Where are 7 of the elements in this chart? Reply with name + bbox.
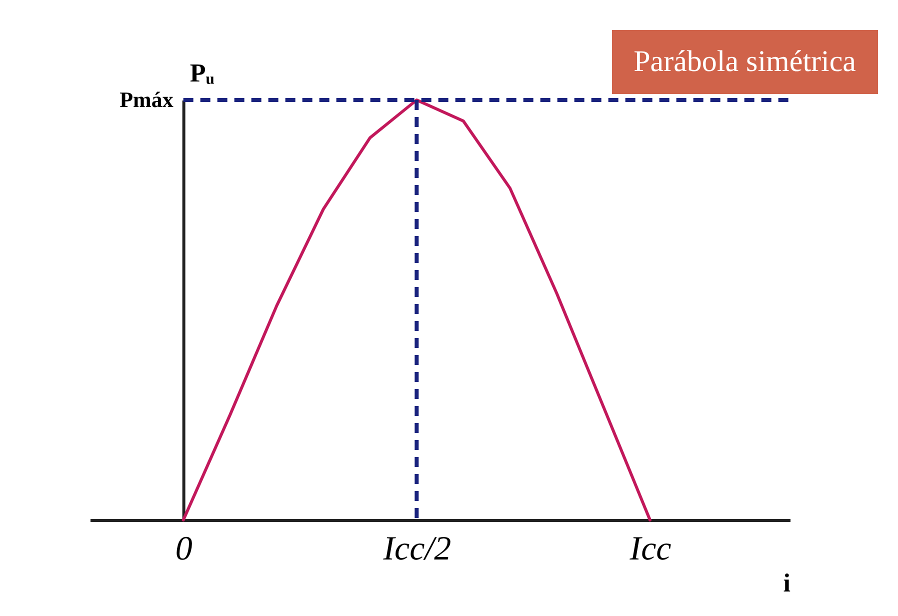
text: Parábola simétrica bbox=[612, 30, 878, 94]
x-tick-label: 0 bbox=[175, 530, 192, 568]
y-axis-title: Pᵤ bbox=[190, 58, 215, 88]
x-axis-title: i bbox=[783, 568, 790, 598]
x-tick-label: Icc/2 bbox=[382, 530, 452, 568]
x-tick-label: Icc bbox=[628, 530, 672, 568]
ref-line-label: Pmáx bbox=[120, 87, 174, 112]
